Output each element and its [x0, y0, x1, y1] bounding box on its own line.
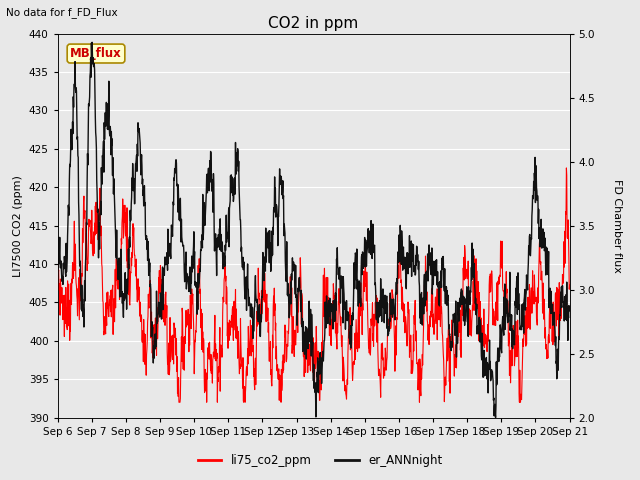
Legend: li75_co2_ppm, er_ANNnight: li75_co2_ppm, er_ANNnight — [193, 449, 447, 472]
Text: No data for f_FD_Flux: No data for f_FD_Flux — [6, 7, 118, 18]
Y-axis label: FD Chamber flux: FD Chamber flux — [612, 179, 622, 273]
Text: MB_flux: MB_flux — [70, 47, 122, 60]
Y-axis label: LI7500 CO2 (ppm): LI7500 CO2 (ppm) — [13, 175, 23, 276]
Title: CO2 in ppm: CO2 in ppm — [268, 16, 359, 31]
